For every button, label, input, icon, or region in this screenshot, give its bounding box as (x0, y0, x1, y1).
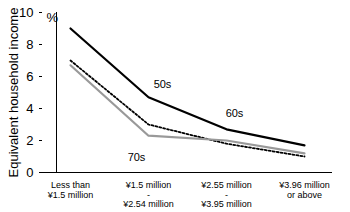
svg-text:%: % (47, 10, 59, 25)
svg-text:0: 0 (26, 165, 33, 180)
svg-text:6: 6 (26, 69, 33, 84)
svg-text:Equivalent household income: Equivalent household income (6, 8, 21, 178)
svg-text:Less than¥1.5 million: Less than¥1.5 million (47, 180, 94, 199)
svg-text:10: 10 (19, 5, 33, 20)
svg-text:2: 2 (26, 133, 33, 148)
svg-text:¥1.5 million-¥2.54 million: ¥1.5 million-¥2.54 million (122, 180, 174, 209)
svg-text:60s: 60s (226, 107, 244, 119)
svg-text:8: 8 (26, 37, 33, 52)
svg-text:¥3.96 millionor above: ¥3.96 millionor above (278, 180, 330, 199)
svg-text:70s: 70s (128, 151, 146, 163)
svg-text:¥2.55 million-¥3.95 million: ¥2.55 million-¥3.95 million (200, 180, 252, 209)
svg-text:50s: 50s (154, 78, 172, 90)
svg-text:4: 4 (26, 101, 33, 116)
